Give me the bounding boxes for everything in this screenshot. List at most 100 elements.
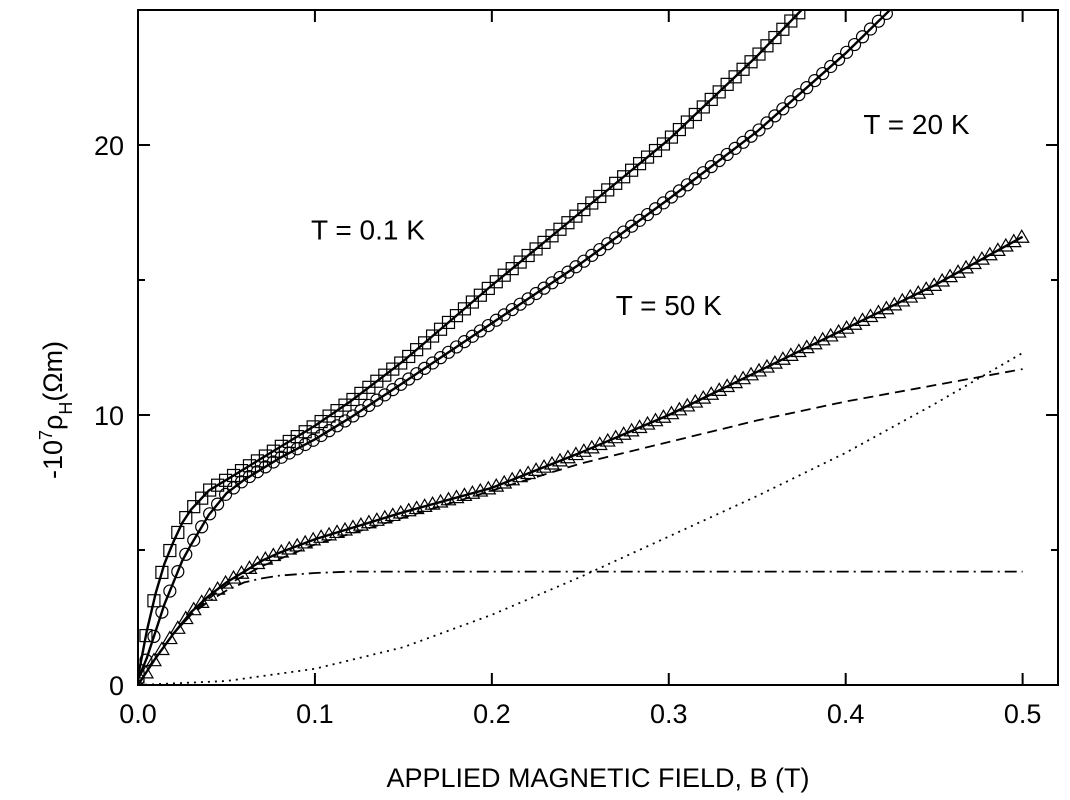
data-point-t-0-1-k <box>481 281 495 296</box>
y-axis-title: -107ρH(Ωm) <box>36 341 76 479</box>
x-tick-label: 0.3 <box>650 699 688 729</box>
data-point-t-50-k <box>870 304 887 319</box>
data-point-t-20-k <box>800 81 814 95</box>
data-point-t-50-k <box>575 443 592 457</box>
data-point-t-50-k <box>766 354 783 369</box>
data-point-t-20-k <box>879 10 893 21</box>
data-point-t-50-k <box>153 641 170 656</box>
data-point-t-20-k <box>274 450 288 464</box>
x-tick-label: 0.1 <box>296 699 334 729</box>
x-tick-label: 0.0 <box>119 699 157 729</box>
y-tick-label: 0 <box>109 671 124 701</box>
data-point-t-0-1-k <box>656 137 671 151</box>
data-point-t-20-k <box>250 465 265 479</box>
data-point-t-50-k <box>161 630 178 645</box>
data-point-t-50-k <box>886 296 903 311</box>
data-point-t-0-1-k <box>752 47 766 61</box>
data-point-t-0-1-k <box>776 22 790 36</box>
data-point-t-50-k <box>512 468 529 483</box>
data-point-t-50-k <box>169 620 186 634</box>
annotation-label: T = 20 K <box>863 109 969 140</box>
data-point-t-50-k <box>663 405 680 420</box>
y-tick-label: 20 <box>94 131 124 161</box>
data-point-t-50-k <box>655 409 672 423</box>
data-point-t-20-k <box>266 455 280 469</box>
data-point-t-50-k <box>265 547 282 562</box>
data-point-t-50-k <box>520 465 537 480</box>
y-axis-title-sub: H <box>56 402 76 415</box>
annotation-label: T = 50 K <box>616 290 722 321</box>
data-point-t-50-k <box>233 565 250 579</box>
data-point-t-50-k <box>225 569 242 584</box>
data-point-t-0-1-k <box>139 628 153 643</box>
data-point-t-50-k <box>965 255 983 270</box>
data-point-t-50-k <box>599 432 616 447</box>
data-point-t-20-k <box>179 547 193 561</box>
data-point-t-50-k <box>488 477 505 492</box>
data-point-t-50-k <box>639 415 656 430</box>
data-point-t-50-k <box>297 534 314 549</box>
data-point-t-0-1-k <box>187 500 201 514</box>
x-tick-label: 0.5 <box>1004 699 1042 729</box>
data-point-t-20-k <box>847 37 862 52</box>
data-point-t-20-k <box>282 446 296 460</box>
data-point-t-50-k <box>496 474 513 489</box>
data-point-t-0-1-k <box>441 315 456 330</box>
data-point-t-20-k <box>155 605 169 619</box>
ticks-layer: 0.0 0.1 0.2 0.3 0.4 0.5 0 10 20 <box>94 10 1058 729</box>
data-point-t-50-k <box>878 300 895 315</box>
data-point-t-50-k <box>559 449 576 464</box>
data-point-t-0-1-k <box>155 565 169 580</box>
data-point-t-50-k <box>177 610 194 625</box>
data-point-t-50-k <box>193 594 210 608</box>
y-axis-title-unit: (Ωm) <box>38 341 68 402</box>
data-point-t-0-1-k <box>449 309 464 323</box>
data-point-t-0-1-k <box>760 39 774 53</box>
data-point-t-50-k <box>591 436 608 451</box>
data-point-t-0-1-k <box>274 439 288 453</box>
data-point-t-50-k <box>567 446 584 461</box>
data-point-t-20-k <box>258 460 272 474</box>
data-point-t-20-k <box>832 52 846 67</box>
data-point-t-0-1-k <box>203 483 217 497</box>
data-point-t-0-1-k <box>211 478 225 492</box>
data-point-t-50-k <box>631 419 648 434</box>
data-point-t-20-k <box>171 564 185 579</box>
data-point-t-0-1-k <box>712 85 726 99</box>
data-point-t-50-k <box>504 471 521 486</box>
data-point-t-0-1-k <box>410 343 424 357</box>
data-point-t-0-1-k <box>664 130 679 144</box>
x-tick-label: 0.2 <box>473 699 511 729</box>
data-point-t-50-k <box>910 284 927 299</box>
y-axis-title-rho: ρ <box>38 415 68 430</box>
data-point-t-20-k <box>330 419 344 433</box>
x-tick-label: 0.4 <box>827 699 865 729</box>
data-point-t-50-k <box>583 439 600 454</box>
data-point-t-20-k <box>824 59 838 74</box>
data-point-t-50-k <box>543 455 561 470</box>
data-point-t-50-k <box>997 237 1014 252</box>
data-point-t-50-k <box>750 362 768 377</box>
data-point-t-0-1-k <box>298 425 312 439</box>
data-point-t-50-k <box>241 560 258 574</box>
data-point-t-0-1-k <box>680 115 694 129</box>
data-point-t-50-k <box>615 426 632 440</box>
data-point-t-0-1-k <box>457 302 472 316</box>
data-point-t-20-k <box>290 442 304 456</box>
data-point-t-50-k <box>854 312 871 326</box>
data-point-t-50-k <box>949 264 967 278</box>
data-point-t-20-k <box>760 116 774 130</box>
data-point-t-20-k <box>322 424 336 438</box>
data-point-t-50-k <box>551 452 569 467</box>
data-point-t-50-k <box>289 537 306 552</box>
data-point-t-20-k <box>306 433 320 447</box>
data-point-t-50-k <box>758 358 776 373</box>
data-point-t-50-k <box>1013 229 1030 243</box>
data-point-t-50-k <box>535 459 553 473</box>
data-point-t-50-k <box>735 370 752 385</box>
data-point-t-20-k <box>298 437 312 452</box>
data-point-t-20-k <box>163 584 177 598</box>
data-point-t-50-k <box>695 389 712 404</box>
data-point-t-50-k <box>862 308 879 323</box>
